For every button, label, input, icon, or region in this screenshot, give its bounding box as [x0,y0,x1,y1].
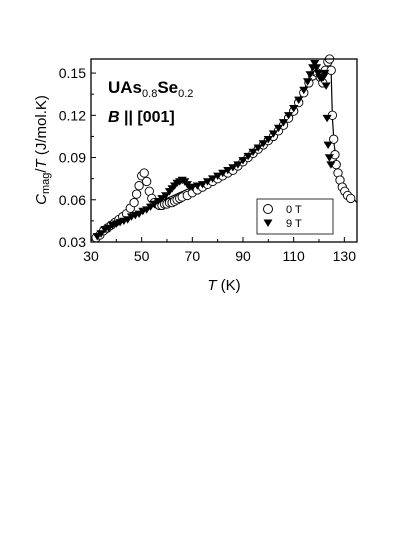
point-9T-55 [311,64,322,72]
point-0T-73 [346,193,356,204]
point-9T-52 [305,71,315,79]
point-9T-54 [310,60,320,68]
point-9T-56 [313,69,323,78]
point-9T-37 [233,161,243,169]
point-9T-1 [96,230,106,238]
point-9T-28 [187,183,197,192]
legend: 0 T 9 T [256,198,334,235]
point-9T-48 [289,105,299,113]
point-9T-31 [202,178,213,186]
point-9T-47 [284,112,294,120]
point-9T-44 [268,130,278,138]
y-tick-label-3: 0.12 [59,107,86,123]
point-9T-62 [322,114,332,123]
point-9T-36 [228,164,238,172]
point-9T-43 [263,136,273,144]
point-9T-61 [321,82,331,90]
point-9T-38 [238,157,248,165]
x-tick-label-130: 130 [333,248,357,264]
legend-marker-0T [263,204,273,214]
point-9T-34 [218,169,228,178]
point-9T-40 [248,148,258,156]
points-layer [91,54,356,243]
point-9T-39 [243,152,253,161]
x-tick-label-30: 30 [83,248,99,264]
point-0T-15 [142,176,152,187]
y-axis-ticks: 0.03 0.06 0.09 0.12 0.15 [59,65,96,250]
y-tick-label-0: 0.03 [59,234,86,250]
point-0T-10 [129,197,139,208]
y-axis-title: Cmag/T (J/mol.K) [33,95,52,205]
x-axis-ticks: 30 50 70 90 110 130 [83,237,356,264]
point-0T-65 [329,134,339,144]
point-9T-32 [208,175,218,183]
point-9T-41 [253,144,263,152]
point-0T-12 [134,181,144,191]
x-tick-label-50: 50 [134,248,150,264]
x-tick-label-90: 90 [235,248,251,264]
point-9T-46 [278,119,289,127]
y-tick-label-1: 0.06 [59,192,86,208]
point-9T-64 [324,154,334,162]
x-axis-title: T (K) [207,277,240,294]
point-9T-18 [161,192,171,200]
field-direction-label: B || [001] [108,109,175,126]
point-9T-63 [323,141,333,149]
legend-label-0T: 0 T [286,204,302,216]
point-9T-60 [320,69,330,78]
legend-marker-9T [263,219,273,227]
point-9T-65 [326,161,336,169]
legend-label-9T: 9 T [286,218,302,230]
x-tick-label-70: 70 [185,248,201,264]
y-tick-label-2: 0.09 [59,150,86,166]
point-9T-33 [213,172,223,180]
x-tick-label-110: 110 [283,248,306,264]
point-0T-11 [131,189,142,199]
point-9T-50 [299,86,309,95]
point-9T-49 [294,96,304,104]
plot-frame [90,58,358,243]
point-9T-51 [303,78,313,86]
compound-label: UAs0.8Se0.2 [108,78,193,100]
point-9T-29 [192,182,202,190]
y-tick-label-4: 0.15 [59,65,86,81]
point-9T-42 [258,140,268,148]
point-9T-45 [273,124,284,133]
point-0T-14 [139,168,149,178]
point-9T-35 [223,167,233,175]
point-9T-30 [197,181,208,189]
